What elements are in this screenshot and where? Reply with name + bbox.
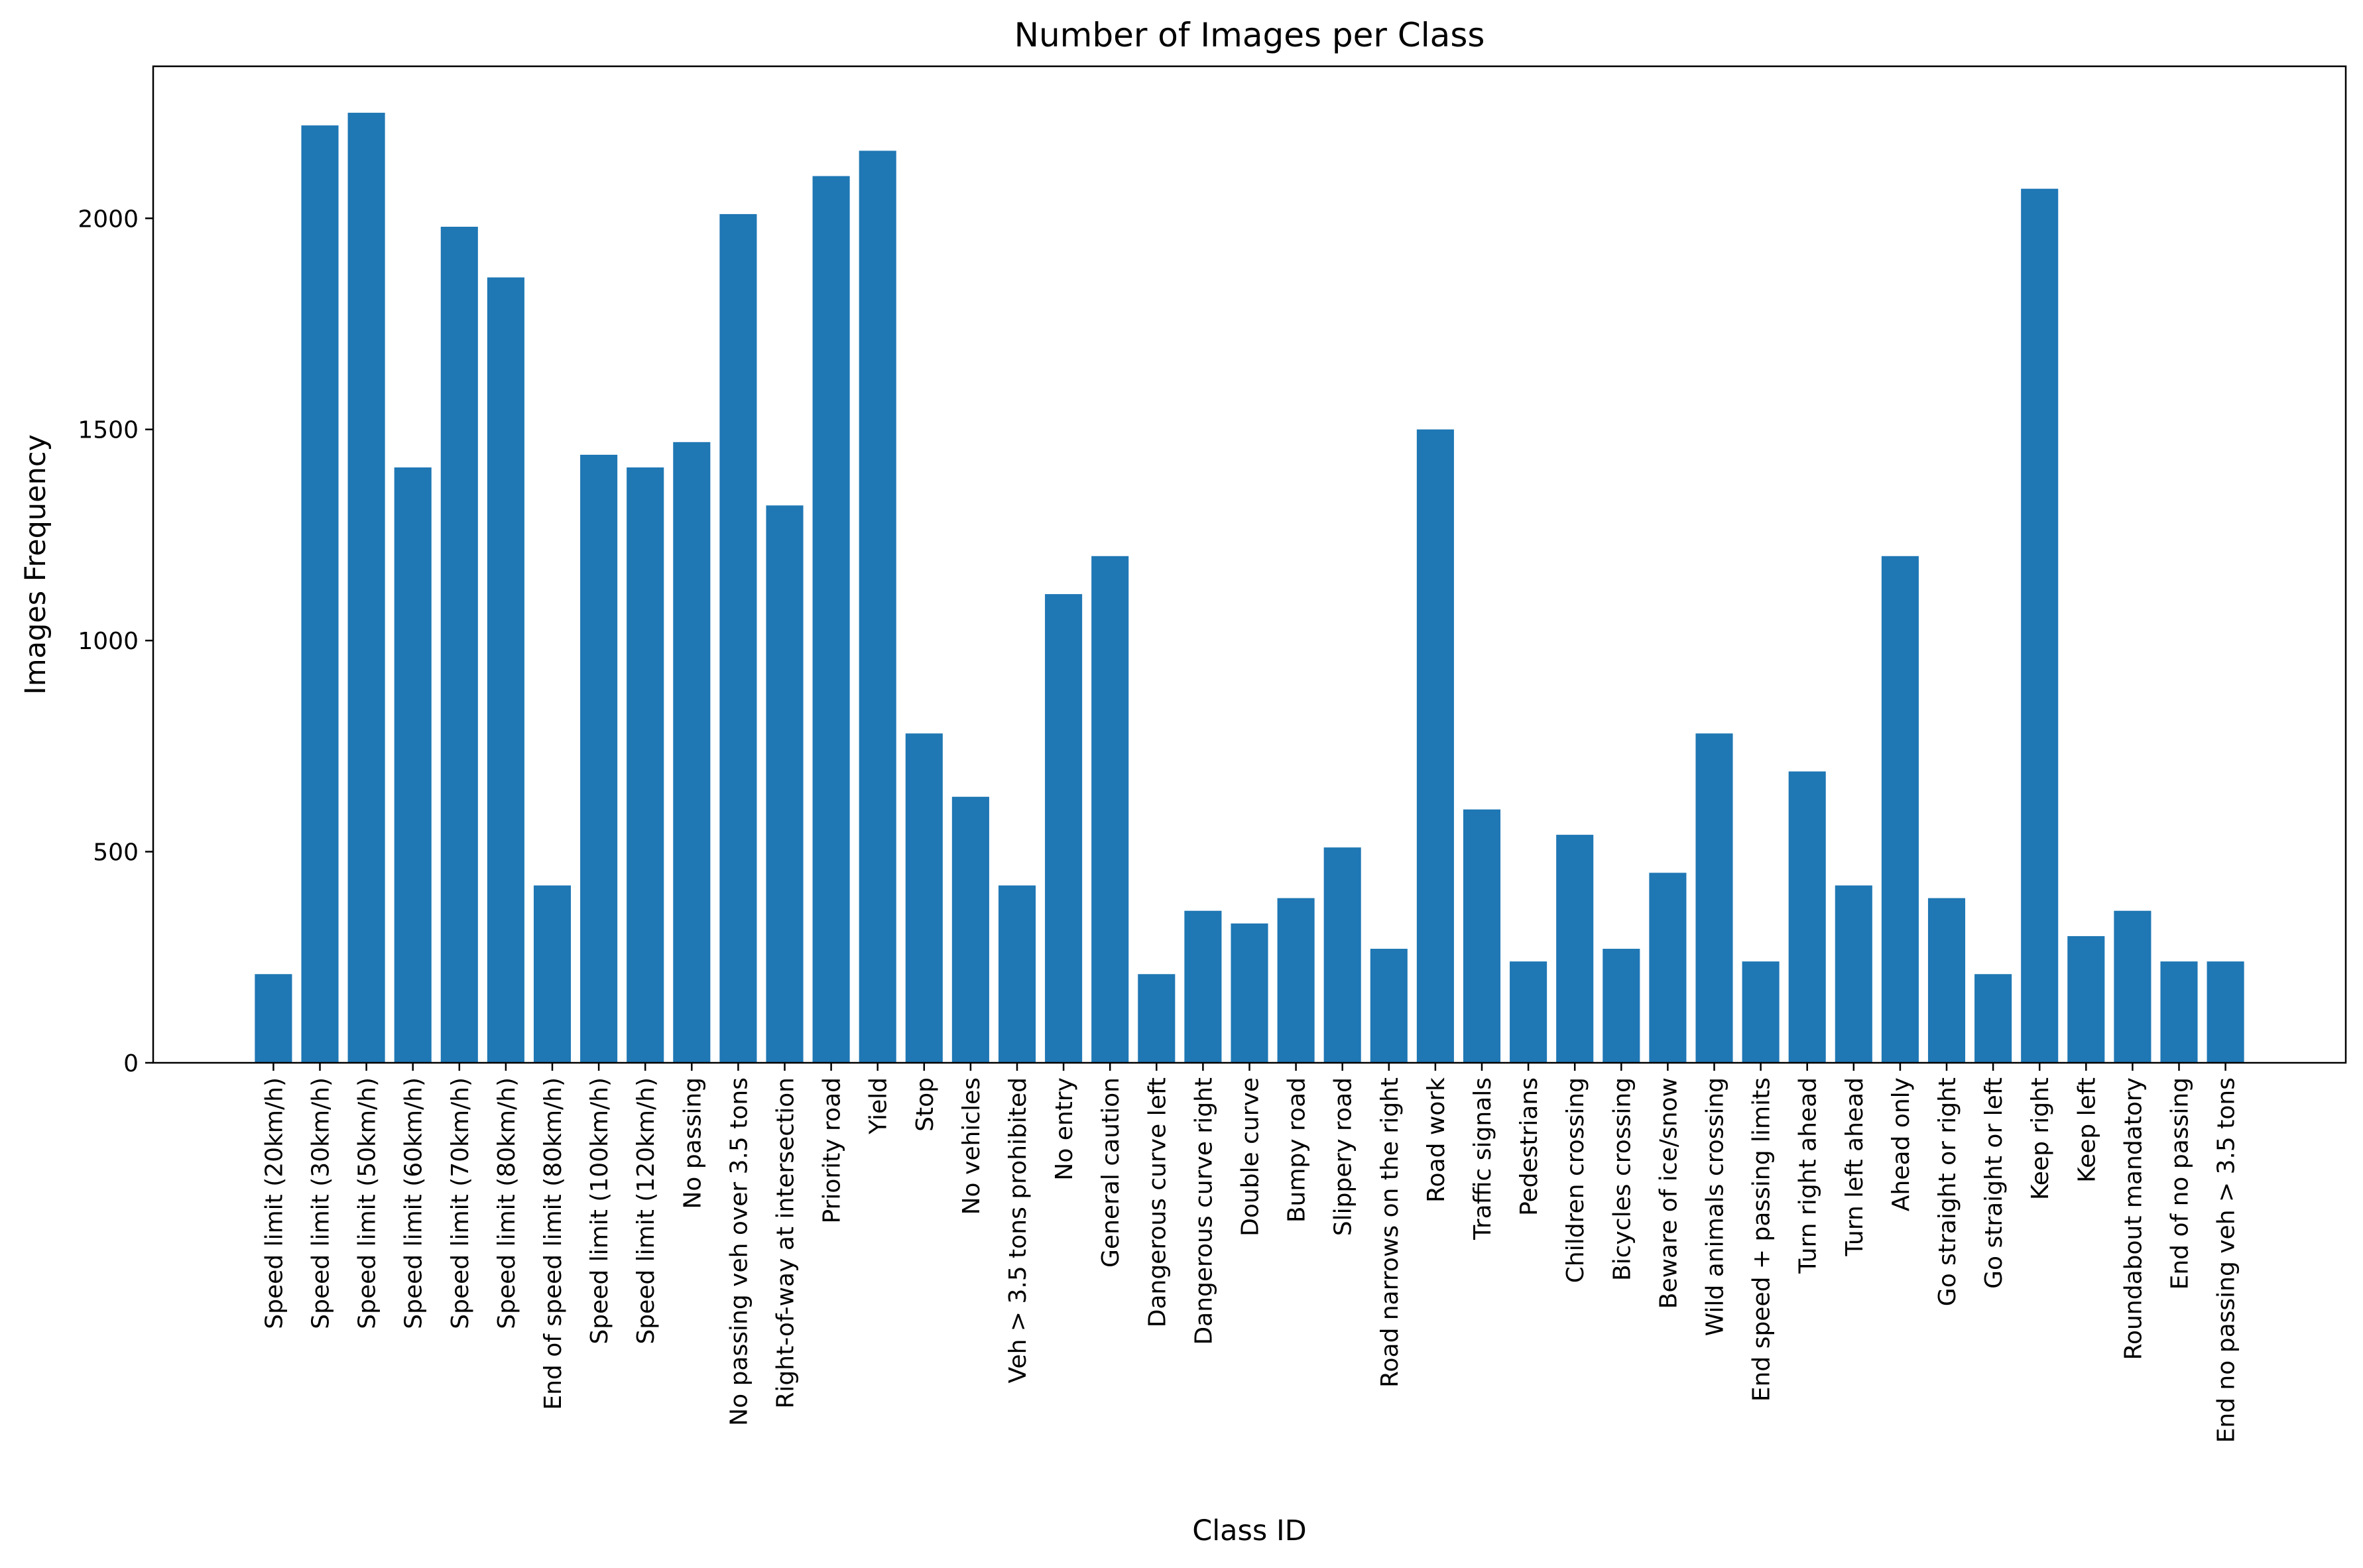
x-axis-label: Class ID [1192, 1514, 1307, 1547]
bar [1510, 961, 1547, 1063]
chart-title: Number of Images per Class [1014, 16, 1485, 54]
bar [1556, 835, 1594, 1063]
bar [1788, 771, 1826, 1063]
bar [301, 125, 339, 1063]
x-tick-label: No entry [1051, 1077, 1078, 1181]
x-tick-label: Keep left [2073, 1077, 2100, 1183]
bar [812, 176, 850, 1063]
x-tick-label: Traffic signals [1469, 1077, 1496, 1240]
x-tick-label: Pedestrians [1516, 1077, 1543, 1216]
bar [2207, 961, 2244, 1063]
x-tick-label: Veh > 3.5 tons prohibited [1004, 1077, 1032, 1383]
x-tick-label: Stop [912, 1077, 939, 1132]
x-tick-label: Speed limit (100km/h) [586, 1077, 613, 1345]
x-tick-label: Speed limit (120km/h) [633, 1077, 660, 1345]
bar [2021, 188, 2059, 1063]
x-tick-label: Beware of ice/snow [1655, 1077, 1682, 1309]
y-tick-label: 500 [93, 839, 139, 867]
x-tick-label: Dangerous curve left [1144, 1077, 1171, 1327]
x-tick-label: Right-of-way at intersection [772, 1077, 800, 1409]
y-axis-ticks: 0 500 1000 1500 2000 [78, 206, 153, 1077]
x-tick-label: Go straight or right [1934, 1077, 1961, 1306]
bar [1138, 974, 1176, 1063]
bar [627, 467, 664, 1063]
bar [2067, 935, 2105, 1063]
bar [1742, 961, 1780, 1063]
x-tick-label: Yield [865, 1077, 892, 1135]
bar [905, 733, 943, 1063]
bar [2114, 910, 2151, 1063]
bar [766, 505, 804, 1063]
x-tick-label: Slippery road [1330, 1077, 1357, 1236]
bar [673, 442, 711, 1063]
x-tick-label: Dangerous curve right [1190, 1077, 1217, 1345]
x-axis-ticks: Speed limit (20km/h) Speed limit (30km/h)… [261, 1063, 2240, 1443]
bar [1184, 910, 1222, 1063]
x-tick-label: Wild animals crossing [1702, 1077, 1729, 1336]
bar [1231, 923, 1268, 1063]
bar [1463, 809, 1501, 1063]
bar [347, 113, 385, 1063]
bar [1603, 949, 1640, 1063]
bar [255, 974, 292, 1063]
bar [1277, 898, 1315, 1063]
bar [1881, 556, 1919, 1063]
x-tick-label: End no passing veh > 3.5 tons [2213, 1077, 2240, 1443]
bars-group [255, 113, 2244, 1063]
x-tick-label: End speed + passing limits [1748, 1077, 1776, 1402]
x-tick-label: Double curve [1237, 1077, 1264, 1236]
bar [1416, 429, 1454, 1063]
bar [719, 213, 757, 1063]
bar [487, 277, 524, 1063]
x-tick-label: Speed limit (30km/h) [308, 1077, 335, 1329]
x-tick-label: No vehicles [958, 1077, 985, 1215]
x-tick-label: Speed limit (80km/h) [493, 1077, 520, 1329]
bar [1370, 949, 1408, 1063]
bar [2160, 961, 2198, 1063]
y-axis-label: Images Frequency [19, 434, 52, 695]
bar [394, 467, 432, 1063]
bar [951, 796, 989, 1063]
x-tick-label: Bumpy road [1284, 1077, 1311, 1223]
bar [1974, 974, 2012, 1063]
x-tick-label: Road work [1423, 1077, 1450, 1203]
y-tick-label: 2000 [78, 206, 139, 233]
x-tick-label: General caution [1097, 1077, 1124, 1268]
bar [1927, 898, 1966, 1063]
x-tick-label: Bicycles crossing [1608, 1077, 1636, 1281]
x-tick-label: No passing [679, 1077, 706, 1209]
bar [1835, 885, 1872, 1063]
x-tick-label: End of speed limit (80km/h) [540, 1077, 567, 1410]
x-tick-label: Children crossing [1562, 1077, 1589, 1283]
x-tick-label: Keep right [2027, 1077, 2054, 1200]
y-tick-label: 0 [123, 1050, 139, 1077]
x-tick-label: Speed limit (20km/h) [261, 1077, 288, 1329]
x-tick-label: Turn left ahead [1841, 1077, 1868, 1256]
x-tick-label: Road narrows on the right [1376, 1077, 1404, 1388]
bar [1695, 733, 1733, 1063]
bar [1323, 847, 1361, 1063]
x-tick-label: Ahead only [1888, 1077, 1915, 1211]
plot-frame [152, 65, 2347, 1064]
x-tick-label: Priority road [819, 1077, 846, 1224]
bar [859, 151, 896, 1063]
bar [1091, 556, 1129, 1063]
y-tick-label: 1500 [78, 417, 139, 444]
x-tick-label: End of no passing [2167, 1077, 2194, 1290]
x-tick-label: Turn right ahead [1795, 1077, 1822, 1274]
bar [1649, 873, 1687, 1063]
x-tick-label: Speed limit (60km/h) [400, 1077, 428, 1329]
x-tick-label: Roundabout mandatory [2120, 1077, 2147, 1360]
x-tick-label: No passing veh over 3.5 tons [725, 1077, 753, 1426]
bar [1045, 594, 1083, 1063]
bar [440, 227, 478, 1063]
y-tick-label: 1000 [78, 628, 139, 655]
x-tick-label: Go straight or left [1980, 1077, 2008, 1289]
bar [998, 885, 1036, 1063]
x-tick-label: Speed limit (70km/h) [447, 1077, 474, 1329]
bar [533, 885, 572, 1063]
bar [580, 454, 618, 1063]
x-tick-label: Speed limit (50km/h) [354, 1077, 381, 1329]
